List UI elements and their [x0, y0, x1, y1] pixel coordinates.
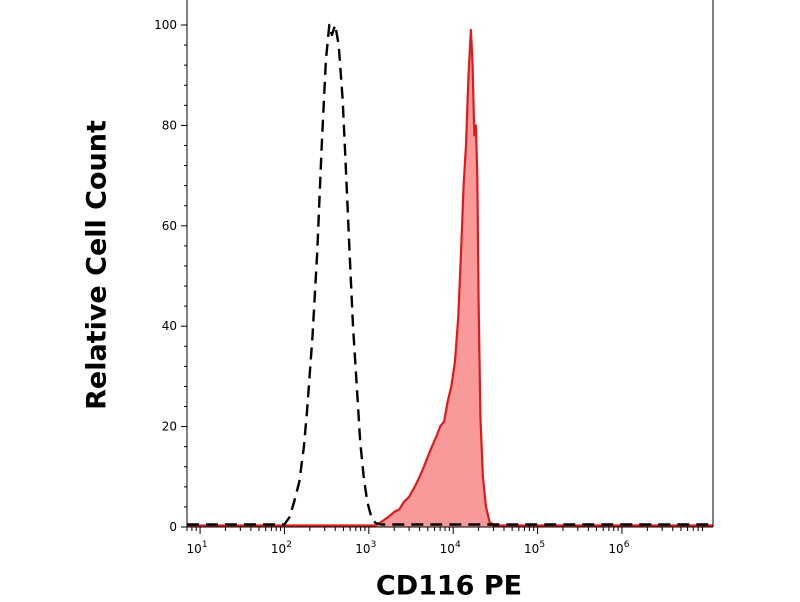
- x-tick-exponent: 2: [286, 540, 292, 550]
- x-tick-label: 104: [440, 540, 461, 556]
- x-tick-exponent: 6: [624, 540, 630, 550]
- y-tick-label: 20: [162, 420, 177, 434]
- y-tick-label: 0: [169, 520, 177, 534]
- x-tick-exponent: 1: [202, 540, 208, 550]
- x-tick-base: 10: [524, 542, 539, 556]
- x-tick-label: 102: [271, 540, 292, 556]
- y-axis-label: Relative Cell Count: [81, 120, 113, 410]
- y-tick-label: 40: [162, 319, 177, 333]
- y-tick-label: 60: [162, 219, 177, 233]
- y-tick-label: 100: [154, 18, 177, 32]
- x-tick-base: 10: [355, 542, 370, 556]
- x-tick-base: 10: [271, 542, 286, 556]
- y-tick-label: 80: [162, 118, 177, 132]
- x-tick-label: 103: [355, 540, 376, 556]
- x-tick-base: 10: [608, 542, 623, 556]
- control-histogram-line: [187, 23, 713, 526]
- series-area-fill: [187, 30, 713, 527]
- x-tick-label: 105: [524, 540, 545, 556]
- x-tick-exponent: 5: [539, 540, 545, 550]
- x-tick-label: 106: [608, 540, 629, 556]
- x-tick-label: 101: [187, 540, 208, 556]
- series-layer: [187, 23, 713, 527]
- x-axis-label: CD116 PE: [375, 570, 523, 602]
- x-tick-exponent: 4: [455, 540, 461, 550]
- x-tick-base: 10: [187, 542, 202, 556]
- x-tick-base: 10: [440, 542, 455, 556]
- x-tick-exponent: 3: [371, 540, 377, 550]
- stained-histogram-line: [187, 28, 713, 527]
